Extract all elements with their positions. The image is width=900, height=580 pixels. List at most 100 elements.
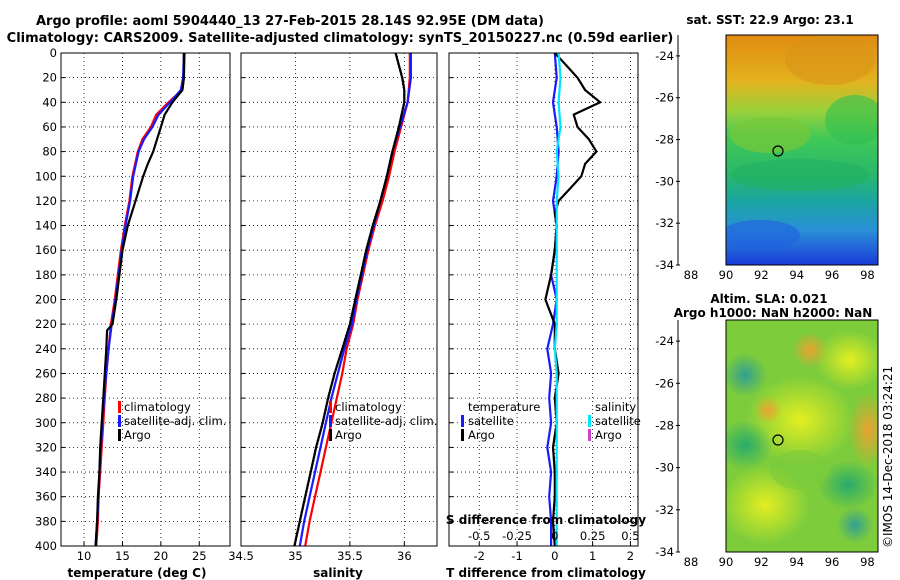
sla-map-title-1: Altim. SLA: 0.021 (710, 292, 827, 306)
map-x-tick-label: 88 (684, 268, 699, 282)
legend-swatch-argo (118, 429, 121, 441)
legend-swatch-satellite (118, 415, 121, 427)
legend-t-satellite: satellite (468, 414, 514, 428)
figure-title-line1: Argo profile: aoml 5904440_13 27-Feb-201… (36, 14, 544, 29)
temperature-panel: 0 20 40 60 80 100 120 140 160 180 200 220 240 260 280 3… (35, 46, 231, 563)
x-tick-label: 0 (551, 549, 558, 563)
depth-tick-label: 80 (42, 145, 57, 159)
sla-blob-orange (848, 392, 878, 468)
map-y-tick-label: -32 (655, 503, 674, 517)
series-satellite-adj-clim- (94, 52, 185, 547)
depth-tick-label: 340 (35, 465, 57, 479)
depth-tick-label: 200 (35, 293, 57, 307)
sst-patch (825, 95, 878, 145)
map-y-tick-label: -28 (655, 418, 674, 432)
salinity-xlabel: salinity (313, 566, 363, 580)
sst-patch (730, 159, 870, 191)
map-y-tick-label: -34 (655, 258, 674, 272)
sst-map-title: sat. SST: 22.9 Argo: 23.1 (686, 13, 853, 27)
legend-swatch-argo (329, 429, 332, 441)
difference-top-label: S difference from climatology (446, 513, 646, 527)
x-tick-label: 2 (627, 549, 634, 563)
depth-tick-label: 40 (42, 95, 57, 109)
depth-tick-label: 260 (35, 366, 57, 380)
sla-blob-orange (792, 332, 828, 368)
map-y-tick-label: -24 (655, 334, 674, 348)
sla-blob-orange (754, 396, 782, 424)
difference-xlabel: T difference from climatology (446, 566, 646, 580)
series-argo-dotted (293, 52, 406, 547)
legend-climatology: climatology (124, 400, 191, 414)
difference-legend: temperature satellite Argo salinity sate… (461, 400, 641, 442)
depth-tick-label: 240 (35, 342, 57, 356)
sla-map-image (726, 320, 878, 552)
map-y-tick-label: -34 (655, 545, 674, 559)
map-y-tick-label: -30 (655, 174, 674, 188)
s-tick-label: 0 (551, 529, 558, 543)
legend-swatch-climatology (329, 401, 332, 413)
map-x-tick-label: 90 (719, 555, 734, 569)
map-y-tick-label: -24 (655, 49, 674, 63)
depth-tick-label: 360 (35, 490, 57, 504)
panel-frame (240, 52, 438, 547)
salinity-panel: 34.5 35 35.5 36 (228, 52, 438, 563)
map-y-tick-label: -32 (655, 216, 674, 230)
s-tick-label: -0.5 (468, 529, 490, 543)
legend-argo: Argo (335, 428, 362, 442)
x-tick-label: -1 (511, 549, 522, 563)
map-x-tick-label: 98 (860, 555, 875, 569)
temperature-legend: climatology satellite-adj. clim. Argo (118, 400, 226, 442)
x-tick-label: 15 (115, 549, 130, 563)
x-tick-label: 1 (589, 549, 596, 563)
map-x-tick-label: 94 (789, 555, 804, 569)
sla-argo-marker (772, 434, 784, 446)
sla-blob-teal (837, 507, 873, 543)
sla-blob-teal (726, 353, 767, 397)
sst-argo-marker (772, 145, 784, 157)
sst-patch (726, 220, 800, 250)
sla-map-axes: 88 90 92 94 96 98 -24 -26 -28 -30 -32 -34 (655, 320, 875, 569)
depth-tick-label: 320 (35, 440, 57, 454)
x-tick-label: 34.5 (228, 549, 254, 563)
legend-swatch-s-satellite (588, 415, 591, 427)
x-tick-label: 36 (397, 549, 412, 563)
legend-swatch-t-argo (461, 429, 464, 441)
legend-swatch-t-satellite (461, 415, 464, 427)
sst-patch (730, 117, 810, 153)
depth-tick-label: 100 (35, 169, 57, 183)
sst-map-axes: 88 90 92 94 96 98 -24 -26 -28 -30 -32 -34 (655, 35, 875, 282)
depth-tick-label: 180 (35, 268, 57, 282)
legend-t-argo: Argo (468, 428, 495, 442)
sla-blob-green (726, 420, 773, 470)
legend-swatch-climatology (118, 401, 121, 413)
legend-s-satellite: satellite (595, 414, 641, 428)
map-x-tick-label: 90 (719, 268, 734, 282)
depth-tick-label: 300 (35, 416, 57, 430)
depth-tick-label: 380 (35, 514, 57, 528)
depth-tick-label: 140 (35, 219, 57, 233)
depth-tick-label: 400 (35, 539, 57, 553)
series-salinity-satellite (553, 52, 562, 546)
sla-map-title-2: Argo h1000: NaN h2000: NaN (674, 306, 873, 320)
map-x-tick-label: 96 (825, 268, 840, 282)
x-tick-label: 35.5 (337, 549, 363, 563)
x-tick-label: 20 (154, 549, 169, 563)
depth-tick-label: 220 (35, 317, 57, 331)
difference-panel: -2 -1 0 1 2 -0.5 -0.25 0 0.25 0.5 (448, 52, 640, 563)
depth-tick-label: 20 (42, 71, 57, 85)
s-tick-label: 0.25 (580, 529, 606, 543)
sst-map-image (726, 35, 878, 265)
x-tick-label: -2 (474, 549, 485, 563)
figure-title-line2: Climatology: CARS2009. Satellite-adjuste… (7, 31, 674, 46)
legend-satellite-adj: satellite-adj. clim. (124, 414, 226, 428)
depth-tick-label: 120 (35, 194, 57, 208)
legend-climatology: climatology (335, 400, 402, 414)
legend-salinity-title: salinity (595, 400, 636, 414)
sla-blob-green (818, 460, 878, 510)
depth-tick-label: 0 (50, 46, 57, 60)
legend-argo: Argo (124, 428, 151, 442)
map-x-tick-label: 94 (789, 268, 804, 282)
sla-map-frame (725, 319, 879, 553)
sla-blob-yellow (815, 330, 878, 390)
